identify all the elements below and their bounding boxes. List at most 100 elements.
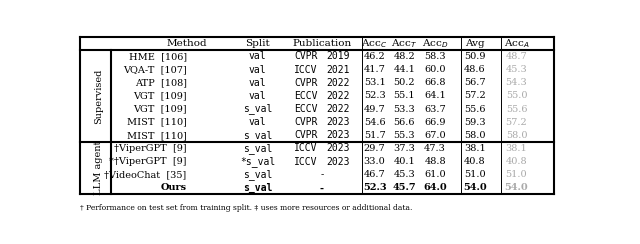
Text: *†ViperGPT  [9]: *†ViperGPT [9] [109, 157, 187, 166]
Text: 50.2: 50.2 [394, 78, 415, 87]
Text: Supervised: Supervised [94, 68, 103, 124]
Text: 47.3: 47.3 [424, 144, 446, 153]
Text: LLM agent: LLM agent [94, 141, 103, 195]
Text: 38.1: 38.1 [506, 144, 527, 153]
Text: 55.1: 55.1 [394, 92, 415, 101]
Text: 66.9: 66.9 [424, 118, 446, 127]
Text: 57.2: 57.2 [464, 92, 486, 101]
Text: VGT  [109]: VGT [109] [133, 92, 187, 101]
Text: 56.6: 56.6 [394, 118, 415, 127]
Text: 2023: 2023 [326, 117, 349, 127]
Text: 37.3: 37.3 [394, 144, 415, 153]
Text: 64.0: 64.0 [423, 183, 447, 192]
Text: ECCV: ECCV [294, 91, 317, 101]
Text: 46.7: 46.7 [364, 170, 385, 179]
Text: VGT  [109]: VGT [109] [133, 104, 187, 113]
Text: *s_val: *s_val [240, 156, 275, 167]
Text: val: val [249, 78, 266, 88]
Text: 55.0: 55.0 [506, 92, 527, 101]
Text: 48.8: 48.8 [424, 157, 446, 166]
Text: 54.3: 54.3 [506, 78, 527, 87]
Text: 48.7: 48.7 [506, 52, 527, 61]
Text: s_val: s_val [243, 169, 272, 180]
Text: 2023: 2023 [326, 130, 349, 140]
Text: s_val: s_val [243, 183, 272, 193]
Text: 55.3: 55.3 [394, 131, 415, 140]
Text: †VideoChat  [35]: †VideoChat [35] [104, 170, 187, 179]
Text: † Performance on test set from training split. ‡ uses more resources or addition: † Performance on test set from training … [80, 204, 412, 212]
Text: MIST  [110]: MIST [110] [127, 131, 187, 140]
Text: 51.7: 51.7 [364, 131, 385, 140]
Text: ATP  [108]: ATP [108] [134, 78, 187, 87]
Text: 29.7: 29.7 [364, 144, 385, 153]
Text: 2022: 2022 [326, 78, 349, 88]
Text: 54.0: 54.0 [463, 183, 486, 192]
Text: Acc$_A$: Acc$_A$ [504, 37, 529, 50]
Text: 51.0: 51.0 [506, 170, 527, 179]
Text: 63.7: 63.7 [424, 104, 446, 113]
Text: 2019: 2019 [326, 51, 349, 61]
Text: val: val [249, 51, 266, 61]
Text: ICCV: ICCV [294, 65, 317, 75]
Text: 52.3: 52.3 [364, 92, 385, 101]
Text: 54.0: 54.0 [504, 183, 529, 192]
Text: 45.3: 45.3 [394, 170, 415, 179]
Text: Acc$_T$: Acc$_T$ [391, 37, 417, 50]
Text: Acc$_C$: Acc$_C$ [362, 37, 388, 50]
Text: -: - [320, 170, 323, 179]
Text: Method: Method [166, 39, 207, 48]
Text: †ViperGPT  [9]: †ViperGPT [9] [114, 144, 187, 153]
Text: 2022: 2022 [326, 91, 349, 101]
Text: MIST  [110]: MIST [110] [127, 118, 187, 127]
Text: s_val: s_val [243, 143, 272, 154]
Text: 60.0: 60.0 [424, 65, 446, 74]
Text: 44.1: 44.1 [394, 65, 415, 74]
Text: 49.7: 49.7 [364, 104, 385, 113]
Text: 45.7: 45.7 [392, 183, 416, 192]
Text: 2023: 2023 [326, 157, 349, 167]
Text: CVPR: CVPR [294, 130, 317, 140]
Text: 57.2: 57.2 [506, 118, 527, 127]
Text: CVPR: CVPR [294, 117, 317, 127]
Text: val: val [249, 91, 266, 101]
Text: 55.6: 55.6 [464, 104, 486, 113]
Text: 45.3: 45.3 [506, 65, 527, 74]
Text: 54.6: 54.6 [364, 118, 385, 127]
Text: 53.1: 53.1 [364, 78, 385, 87]
Text: 67.0: 67.0 [424, 131, 446, 140]
Text: 48.2: 48.2 [394, 52, 415, 61]
Text: 46.2: 46.2 [364, 52, 385, 61]
Text: 41.7: 41.7 [364, 65, 385, 74]
Text: ICCV: ICCV [294, 157, 317, 167]
Text: 55.6: 55.6 [506, 104, 527, 113]
Text: 58.0: 58.0 [464, 131, 486, 140]
Text: 2022: 2022 [326, 104, 349, 114]
Text: 52.3: 52.3 [363, 183, 387, 192]
Text: CVPR: CVPR [294, 78, 317, 88]
Text: 66.8: 66.8 [424, 78, 446, 87]
Text: 58.0: 58.0 [506, 131, 527, 140]
Text: Ours: Ours [161, 183, 187, 192]
Text: 40.1: 40.1 [394, 157, 415, 166]
Text: HME  [106]: HME [106] [129, 52, 187, 61]
Text: 58.3: 58.3 [424, 52, 446, 61]
Text: 56.7: 56.7 [464, 78, 486, 87]
Text: 2023: 2023 [326, 143, 349, 153]
Text: Acc$_D$: Acc$_D$ [422, 37, 449, 50]
Text: 40.8: 40.8 [506, 157, 527, 166]
Text: 59.3: 59.3 [464, 118, 486, 127]
Text: s_val: s_val [243, 104, 272, 114]
Text: 38.1: 38.1 [464, 144, 486, 153]
Text: 40.8: 40.8 [464, 157, 486, 166]
Text: Avg: Avg [465, 39, 484, 48]
Text: 50.9: 50.9 [464, 52, 486, 61]
Text: val: val [249, 117, 266, 127]
Text: CVPR: CVPR [294, 51, 317, 61]
Text: 51.0: 51.0 [464, 170, 486, 179]
Text: 53.3: 53.3 [394, 104, 415, 113]
Text: -: - [320, 183, 324, 192]
Text: ECCV: ECCV [294, 104, 317, 114]
Text: 2021: 2021 [326, 65, 349, 75]
Text: VQA-T  [107]: VQA-T [107] [123, 65, 187, 74]
Text: 33.0: 33.0 [364, 157, 385, 166]
